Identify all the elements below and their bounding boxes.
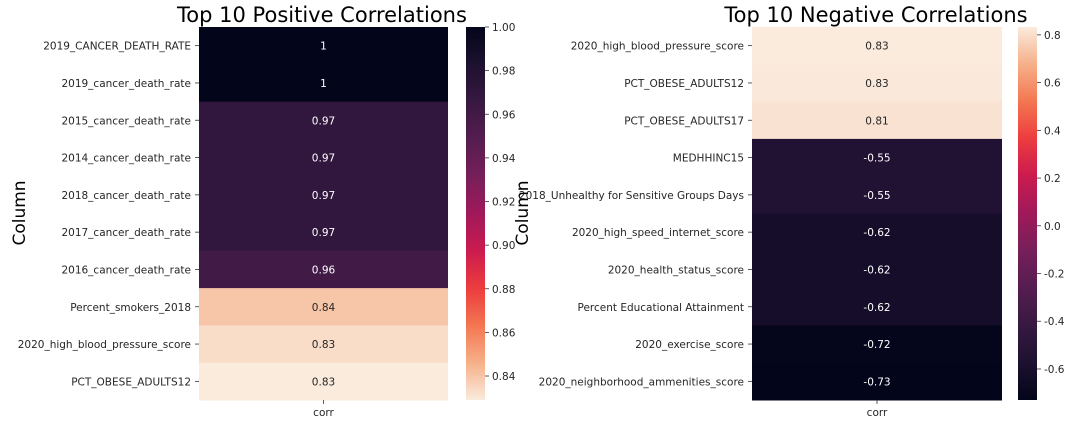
heatmap-cell [199, 27, 448, 65]
colorbar [466, 27, 485, 400]
heatmap-cell [199, 138, 448, 177]
y-tick-label: MEDHHINC15 [673, 153, 744, 165]
heatmap-cell [199, 250, 448, 289]
heatmap-cell [752, 213, 1002, 252]
y-tick-label: PCT_OBESE_ADULTS12 [624, 78, 744, 90]
colorbar-tick-label: 0.86 [492, 327, 516, 339]
colorbar-tick-label: 0.98 [492, 66, 515, 78]
y-tick-label: 2020_high_blood_pressure_score [571, 41, 744, 53]
heatmap-cell [752, 138, 1002, 177]
cell-value-label: -0.62 [863, 264, 890, 276]
heatmap-cell [752, 288, 1002, 326]
heatmap-cell [199, 64, 448, 103]
y-tick-label: Percent Educational Attainment [577, 302, 744, 314]
colorbar-tick-label: 0.90 [492, 240, 515, 252]
colorbar-tick-label: 0.92 [492, 197, 515, 209]
y-tick-label: 2018_Unhealthy for Sensitive Groups Days [519, 190, 744, 202]
y-tick-label: 2015_cancer_death_rate [61, 115, 191, 127]
y-tick-label: Percent_smokers_2018 [70, 302, 191, 314]
colorbar-tick-label: 0.8 [1044, 30, 1061, 42]
cell-value-label: 0.84 [312, 302, 336, 314]
colorbar-tick-label: 0.6 [1044, 78, 1061, 90]
heatmap-cell [752, 27, 1002, 65]
colorbar-tick-label: -0.6 [1044, 364, 1065, 376]
x-tick-label: corr [313, 407, 334, 419]
colorbar-tick-label: -0.4 [1044, 316, 1065, 328]
cell-value-label: 0.97 [312, 153, 335, 165]
colorbar-tick-label: -0.2 [1044, 269, 1065, 281]
y-tick-label: 2020_high_speed_internet_score [572, 227, 744, 239]
cell-value-label: 0.81 [865, 115, 888, 127]
colorbar-tick-label: 0.4 [1044, 125, 1061, 137]
y-tick-label: 2018_cancer_death_rate [61, 190, 191, 202]
heatmap-cell [752, 250, 1002, 289]
cell-value-label: 0.97 [312, 227, 335, 239]
heatmap-cell [199, 362, 448, 401]
y-tick-label: 2017_cancer_death_rate [61, 227, 191, 239]
y-tick-label: 2019_CANCER_DEATH_RATE [43, 41, 191, 53]
cell-value-label: 0.83 [865, 78, 888, 90]
heatmap-cell [752, 325, 1002, 364]
heatmap-cell [199, 213, 448, 252]
y-axis-label: Column [513, 180, 533, 245]
colorbar-tick-label: 0.2 [1044, 173, 1061, 185]
cell-value-label: 1 [320, 41, 327, 53]
y-tick-label: 2016_cancer_death_rate [61, 264, 191, 276]
chart-title: Top 10 Negative Correlations [723, 3, 1027, 27]
cell-value-label: -0.55 [863, 190, 890, 202]
y-tick-label: PCT_OBESE_ADULTS12 [71, 376, 191, 388]
y-tick-label: PCT_OBESE_ADULTS17 [624, 115, 744, 127]
heatmap-cell [199, 288, 448, 326]
cell-value-label: 0.83 [312, 376, 335, 388]
colorbar-tick-label: 0.88 [492, 284, 515, 296]
cell-value-label: 0.97 [312, 190, 335, 202]
cell-value-label: 0.83 [312, 339, 335, 351]
cell-value-label: -0.62 [863, 302, 890, 314]
colorbar-tick-label: 1.00 [492, 22, 515, 34]
y-tick-label: 2020_exercise_score [635, 339, 744, 351]
cell-value-label: -0.73 [863, 376, 890, 388]
cell-value-label: 0.97 [312, 115, 335, 127]
heatmap-cell [752, 101, 1002, 140]
colorbar-tick-label: 0.94 [492, 153, 516, 165]
heatmap-cell [752, 64, 1002, 103]
heatmap-cell [199, 325, 448, 364]
cell-value-label: 0.96 [312, 264, 336, 276]
heatmap-panel-2: Top 10 Negative Correlations Column 0.83 20… [513, 3, 1065, 419]
heatmap-panel-1: Top 10 Positive Correlations Column 1 2019_… [10, 3, 516, 419]
chart-title: Top 10 Positive Correlations [176, 3, 467, 27]
cell-value-label: -0.55 [863, 153, 890, 165]
y-tick-label: 2020_health_status_score [608, 264, 744, 276]
heatmap-cell [199, 176, 448, 214]
y-tick-label: 2019_cancer_death_rate [61, 78, 191, 90]
colorbar-tick-label: 0.0 [1044, 221, 1061, 233]
cell-value-label: -0.62 [863, 227, 890, 239]
y-tick-label: 2014_cancer_death_rate [61, 153, 191, 165]
cell-value-label: 1 [320, 78, 327, 90]
heatmap-cell [199, 101, 448, 140]
cell-value-label: -0.72 [863, 339, 890, 351]
heatmap-cell [752, 362, 1002, 401]
y-tick-label: 2020_neighborhood_ammenities_score [539, 376, 744, 388]
y-axis-label: Column [10, 180, 30, 245]
colorbar-tick-label: 0.84 [492, 371, 516, 383]
x-tick-label: corr [867, 407, 888, 419]
y-tick-label: 2020_high_blood_pressure_score [18, 339, 191, 351]
heatmap-cell [752, 176, 1002, 214]
colorbar-tick-label: 0.96 [492, 109, 516, 121]
cell-value-label: 0.83 [865, 41, 888, 53]
colorbar [1018, 27, 1037, 400]
